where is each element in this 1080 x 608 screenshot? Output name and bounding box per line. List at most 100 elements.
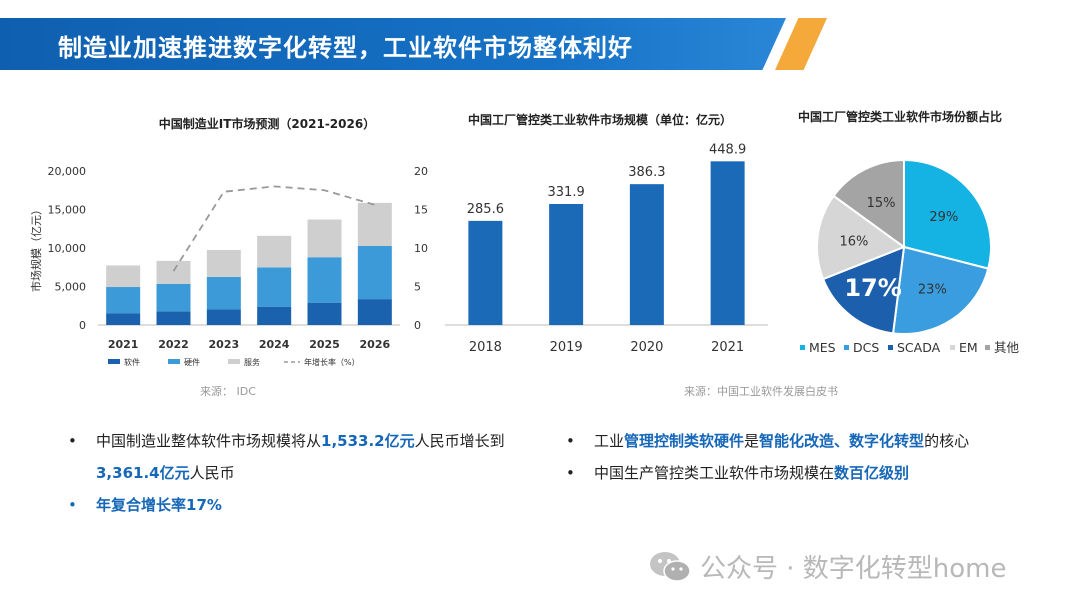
y2-tick-label: 15	[414, 204, 428, 217]
bullet-highlight: 智能化改造、数字化转型	[759, 432, 925, 450]
x-tick-label: 2025	[309, 338, 340, 351]
list-item: • 工业管理控制类软硬件是智能化改造、数字化转型的核心	[566, 425, 969, 457]
legend-label: 软件	[124, 357, 140, 367]
bar-segment-硬件-2022	[156, 283, 191, 312]
bullet-highlight: 1,533.2亿元	[321, 432, 415, 450]
watermark: 公众号 · 数字化转型home	[648, 548, 1007, 585]
legend-label: 硬件	[184, 357, 200, 367]
data-label: 331.9	[548, 185, 585, 200]
bullet-highlight: 3,361.4亿元	[96, 464, 190, 482]
y-tick-label: 10,000	[48, 242, 87, 255]
data-label: 285.6	[467, 202, 504, 217]
pie-slice-MES	[903, 158, 992, 270]
legend-label: 服务	[244, 357, 260, 367]
bar-segment-软件-2021	[106, 313, 141, 325]
x-tick-label: 2020	[630, 340, 663, 355]
bar-segment-软件-2026	[357, 299, 392, 325]
bullet-highlight: 年复合增长率17%	[96, 496, 222, 514]
legend-swatch-DCS	[844, 345, 849, 350]
bullet-highlight: 数百亿级别	[834, 464, 910, 482]
x-tick-label: 2018	[469, 340, 502, 355]
bullet-highlight: 管理控制类软硬件	[624, 432, 745, 450]
bar-segment-硬件-2024	[257, 267, 292, 307]
chart-title: 中国制造业IT市场预测（2021-2026）	[159, 116, 375, 131]
legend-label: 其他	[994, 340, 1020, 355]
bullets-left: • 中国制造业整体软件市场规模将从1,533.2亿元人民币增长到 3,361.4…	[68, 425, 505, 521]
bar-segment-服务-2026	[357, 202, 392, 246]
page-title: 制造业加速推进数字化转型，工业软件市场整体利好	[58, 34, 633, 62]
legend-label: SCADA	[897, 340, 941, 355]
list-item: • 中国生产管控类工业软件市场规模在数百亿级别	[566, 457, 969, 489]
chart-market-share-pie: 中国工厂管控类工业软件市场份额占比 29% 23% 17% 16% 15% MES DCS SC…	[798, 109, 1020, 355]
bar-2021	[710, 161, 745, 325]
bar-segment-软件-2025	[307, 302, 342, 325]
legend-swatch-EM	[950, 345, 955, 350]
bullets-right: • 工业管理控制类软硬件是智能化改造、数字化转型的核心 • 中国生产管控类工业软…	[566, 425, 969, 489]
bar-2019	[549, 203, 584, 325]
y2-tick-label: 5	[414, 281, 421, 294]
bar-segment-服务-2021	[106, 265, 141, 288]
y-tick-label: 15,000	[48, 204, 87, 217]
bullet-dot: •	[566, 432, 575, 450]
chart-title: 中国工厂管控类工业软件市场规模（单位：亿元）	[468, 112, 732, 127]
bar-segment-硬件-2023	[206, 276, 241, 310]
legend-label: MES	[809, 340, 836, 355]
chart-factory-software-market: 中国工厂管控类工业软件市场规模（单位：亿元） 285.6 2018 331.9 2019…	[445, 112, 768, 355]
chart-it-market-forecast: 中国制造业IT市场预测（2021-2026） 0 5,000 10,000 15,000…	[29, 116, 428, 367]
bar-segment-软件-2023	[206, 309, 241, 325]
list-item: • 年复合增长率17%	[68, 489, 505, 521]
legend-label: DCS	[853, 340, 879, 355]
legend-label: 年增长率（%）	[304, 357, 360, 367]
chart-title: 中国工厂管控类工业软件市场份额占比	[798, 109, 1002, 124]
bar-2018	[468, 220, 503, 325]
bullet-text: 中国制造业整体软件市场规模将从	[96, 432, 322, 450]
bullet-dot: •	[566, 464, 575, 482]
bullet-dot: •	[68, 432, 77, 450]
x-tick-label: 2026	[360, 338, 391, 351]
y2-tick-label: 0	[414, 319, 421, 332]
pie-slice-EM	[816, 194, 907, 281]
bullet-text: 人民币增长到	[414, 432, 505, 450]
bar-segment-服务-2024	[257, 235, 292, 268]
data-label: 448.9	[709, 142, 746, 157]
bar-2020	[629, 184, 664, 325]
pie-slice-其他	[832, 158, 905, 249]
bullet-text: 是	[744, 432, 760, 450]
bar-segment-服务-2022	[156, 260, 191, 284]
legend-swatch-软件	[108, 359, 120, 364]
x-tick-label: 2021	[711, 340, 744, 355]
slice-label: 23%	[918, 283, 947, 298]
bar-segment-服务-2023	[206, 249, 241, 277]
slice-label: 16%	[839, 235, 868, 250]
growth-rate-line	[172, 185, 376, 272]
slice-label: 29%	[929, 210, 958, 225]
bar-segment-硬件-2025	[307, 257, 342, 303]
x-tick-label: 2019	[550, 340, 583, 355]
legend-swatch-其他	[985, 345, 990, 350]
y2-tick-label: 10	[414, 242, 428, 255]
wechat-icon	[650, 551, 691, 582]
bullet-text: 的核心	[924, 432, 970, 450]
title-banner	[0, 18, 786, 70]
bullet-text: 人民币	[189, 464, 235, 482]
list-item-continued: 3,361.4亿元人民币	[68, 457, 505, 489]
bar-segment-硬件-2026	[357, 245, 392, 300]
list-item: • 中国制造业整体软件市场规模将从1,533.2亿元人民币增长到	[68, 425, 505, 457]
x-tick-label: 2024	[259, 338, 290, 351]
bar-segment-硬件-2021	[106, 287, 141, 314]
slice-label: 17%	[844, 274, 901, 302]
bar-segment-软件-2022	[156, 311, 191, 325]
legend-swatch-服务	[228, 359, 240, 364]
x-tick-label: 2022	[158, 338, 189, 351]
legend-label: EM	[959, 340, 978, 355]
bullet-dot: •	[68, 496, 77, 514]
bullet-text: 工业	[594, 432, 625, 450]
legend-swatch-SCADA	[888, 345, 893, 350]
y2-tick-label: 20	[414, 165, 428, 178]
x-tick-label: 2021	[108, 338, 139, 351]
source-note-whitepaper: 来源：中国工业软件发展白皮书	[684, 385, 838, 398]
watermark-text: 公众号 · 数字化转型home	[700, 554, 1007, 584]
x-tick-label: 2023	[209, 338, 240, 351]
y-tick-label: 0	[79, 319, 86, 332]
source-note-idc: 来源： IDC	[200, 385, 256, 398]
